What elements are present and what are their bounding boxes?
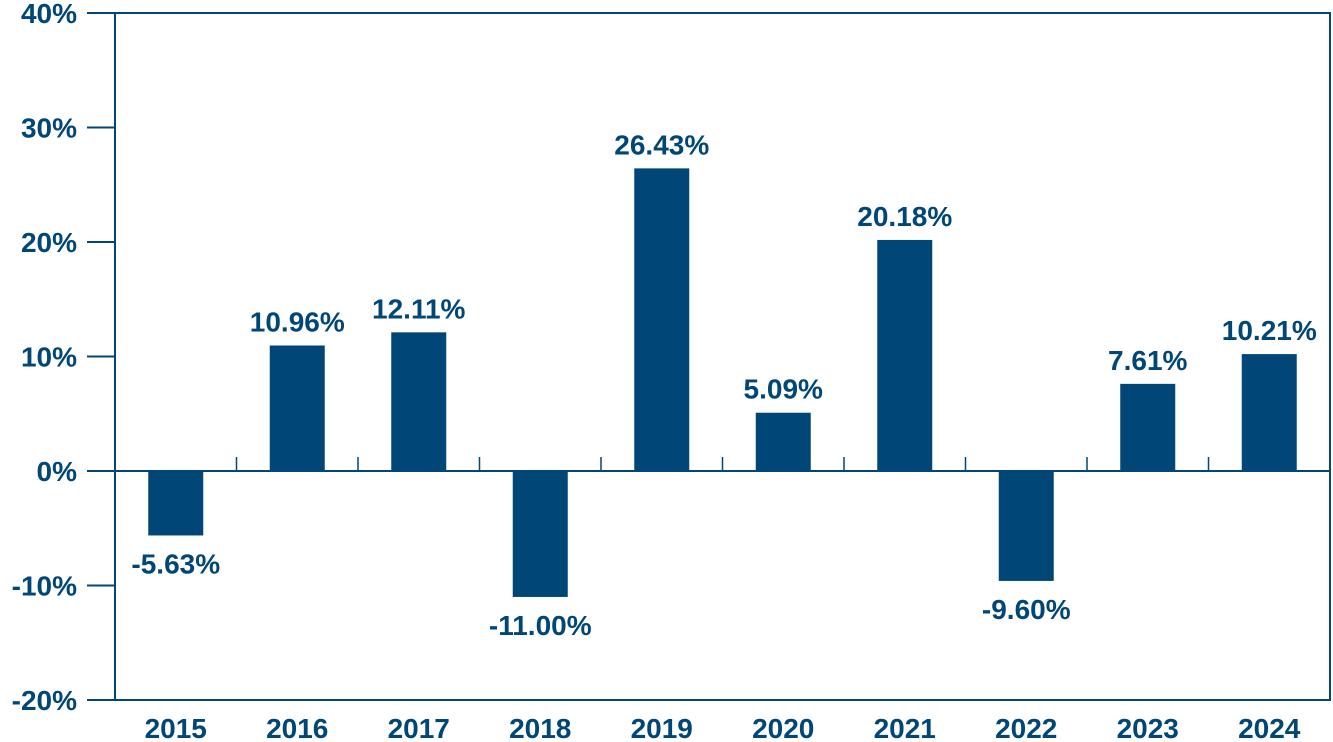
bar-2023 (1120, 383, 1176, 471)
x-axis: 2015 2016 2017 2018 2019 2020 2021 2022 2023 2024 (145, 713, 1301, 742)
data-label-2020: 5.09% (744, 374, 823, 405)
y-tick-label: 10% (21, 342, 77, 373)
x-tick-label: 2023 (1117, 713, 1179, 742)
bar-2024 (1241, 354, 1297, 471)
y-tick-label: -10% (12, 571, 77, 602)
bar-2022 (998, 471, 1054, 581)
data-label-2023: 7.61% (1108, 345, 1187, 376)
data-labels: -5.63% 10.96% 12.11% -11.00% 26.43% 5.09% 20.1… (131, 129, 1316, 641)
x-tick-label: 2017 (388, 713, 450, 742)
data-label-2017: 12.11% (372, 293, 466, 324)
data-label-2024: 10.21% (1222, 315, 1317, 346)
x-tick-label: 2019 (631, 713, 693, 742)
data-label-2021: 20.18% (857, 201, 952, 232)
bar-2020 (755, 412, 811, 471)
data-label-2016: 10.96% (250, 307, 345, 338)
x-tick-label: 2022 (995, 713, 1057, 742)
x-tick-label: 2020 (752, 713, 814, 742)
y-tick-label: 40% (21, 0, 77, 29)
data-label-2018: -11.00% (489, 610, 592, 641)
y-tick-label: 0% (37, 456, 78, 487)
x-tick-label: 2018 (509, 713, 571, 742)
y-tick-label: 30% (21, 113, 77, 144)
data-label-2019: 26.43% (614, 129, 709, 160)
bar-2016 (269, 345, 325, 471)
bar-2015 (148, 471, 204, 536)
bar-2017 (391, 332, 447, 471)
bar-2021 (877, 239, 933, 471)
bar-2019 (634, 168, 690, 471)
y-axis: 40% 30% 20% 10% 0% -10% -20% (12, 0, 115, 716)
y-tick-label: -20% (12, 685, 77, 716)
x-tick-label: 2024 (1238, 713, 1301, 742)
bar-series (148, 168, 1297, 597)
data-label-2015: -5.63% (131, 548, 220, 579)
x-tick-label: 2016 (266, 713, 328, 742)
y-tick-label: 20% (21, 227, 77, 258)
bar-2018 (512, 471, 568, 597)
x-tick-label: 2015 (145, 713, 207, 742)
data-label-2022: -9.60% (982, 594, 1071, 625)
x-tick-label: 2021 (874, 713, 936, 742)
